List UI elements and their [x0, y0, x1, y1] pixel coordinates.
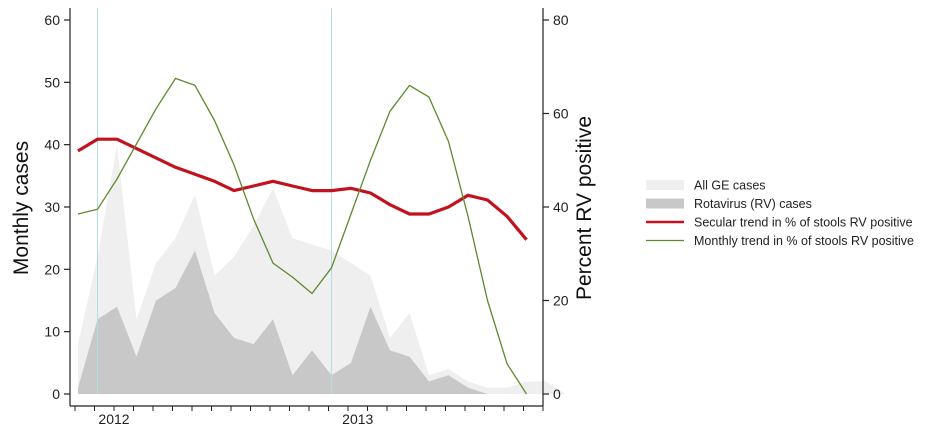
y-right-tick-label: 40	[553, 199, 569, 215]
y-right-tick-label: 80	[553, 12, 569, 28]
y-left-tick-label: 30	[44, 199, 60, 215]
x-tick-label: 2012	[98, 411, 129, 427]
reference-lines	[97, 8, 332, 394]
y-axis-left-title: Monthly cases	[10, 141, 33, 275]
rotavirus-rv-cases-area	[78, 250, 566, 394]
y-left-tick-label: 10	[44, 324, 60, 340]
area-layer	[78, 144, 566, 394]
x-tick-label: 2013	[342, 411, 373, 427]
axes: 0 10 20 30 40 50 60 0 20 40 60 80 2012 2013	[44, 8, 569, 427]
y-left-tick-label: 50	[44, 74, 60, 90]
legend-label: All GE cases	[694, 179, 766, 193]
y-right-tick-label: 0	[553, 386, 561, 402]
y-left-tick-label: 60	[44, 12, 60, 28]
secular-trend-in-of-stools-rv-positive-line	[77, 137, 528, 241]
y-left-tick-label: 40	[44, 137, 60, 153]
y-left-tick-label: 0	[52, 386, 60, 402]
y-axis-right-title: Percent RV positive	[573, 116, 596, 300]
line-layer	[77, 77, 528, 395]
y-left-tick-label: 20	[44, 261, 60, 277]
monthly-trend-in-of-stools-rv-positive-line	[77, 77, 528, 395]
y-right-tick-label: 60	[553, 106, 569, 122]
legend-label: Rotavirus (RV) cases	[694, 197, 812, 211]
all-ge-cases-legend-swatch	[646, 180, 684, 190]
y-right-tick-label: 20	[553, 293, 569, 309]
legend: All GE cases Rotavirus (RV) cases Secular …	[646, 179, 914, 248]
legend-label: Secular trend in % of stools RV positive	[694, 216, 913, 230]
rotavirus-rv-cases-legend-swatch	[646, 198, 684, 209]
legend-label: Monthly trend in % of stools RV positive	[694, 234, 914, 248]
